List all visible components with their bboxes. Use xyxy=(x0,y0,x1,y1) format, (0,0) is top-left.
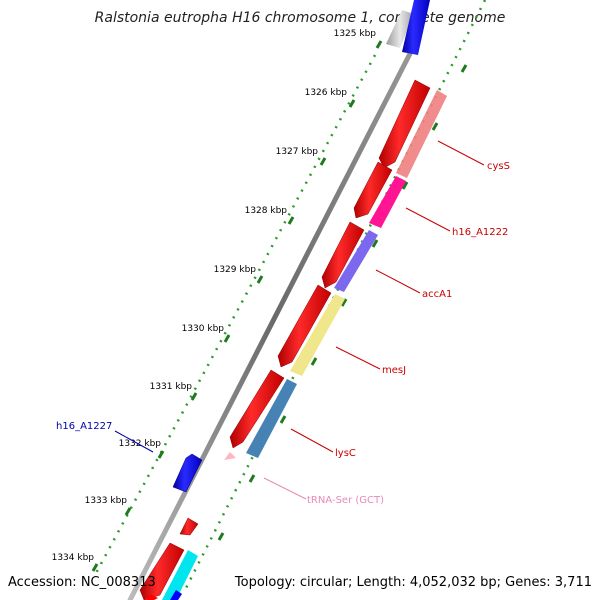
cds-forward xyxy=(353,161,393,219)
cds-reverse xyxy=(402,0,430,55)
tick-1332 xyxy=(157,450,165,459)
ruler-label: 1333 kbp xyxy=(85,496,128,506)
label-tRNA: tRNA-Ser (GCT) xyxy=(307,495,384,506)
cds-forward xyxy=(229,369,285,449)
callout-h16-A1222 xyxy=(405,207,451,232)
label-cysS: cysS xyxy=(487,161,510,172)
tick-1331 xyxy=(190,392,198,401)
label-lysC: lysC xyxy=(335,448,356,459)
ruler-labels: 1325 kbp 1326 kbp 1327 kbp 1328 kbp 1329… xyxy=(52,29,377,563)
cds-forward xyxy=(378,79,431,169)
ruler-label: 1332 kbp xyxy=(119,439,162,449)
feature-lysC xyxy=(246,379,297,458)
feature-mesJ xyxy=(290,294,345,376)
ruler-label: 1326 kbp xyxy=(305,88,348,98)
callout-lysC xyxy=(290,428,334,453)
ruler-label: 1331 kbp xyxy=(150,382,193,392)
tick-1326 xyxy=(348,99,356,108)
tick-1325 xyxy=(375,40,383,49)
callout-tRNA xyxy=(263,477,307,500)
cds-forward xyxy=(321,221,365,289)
tick-1328 xyxy=(287,216,295,225)
feature-tRNA xyxy=(224,452,236,460)
tick-1330 xyxy=(223,334,231,343)
tick-1329 xyxy=(256,275,264,284)
ruler-label: 1329 kbp xyxy=(214,265,257,275)
accession-text: Accession: NC_008313 xyxy=(8,575,156,590)
ruler-ticks xyxy=(91,40,383,572)
callout-cysS xyxy=(437,140,485,166)
feature-labels: cysS h16_A1222 accA1 mesJ lysC tRNA-Ser … xyxy=(56,161,510,506)
outer-ticks xyxy=(217,64,468,541)
ruler-label: 1330 kbp xyxy=(182,324,225,334)
callout-h16-A1227 xyxy=(114,430,154,453)
tick-1327 xyxy=(319,157,327,166)
label-mesJ: mesJ xyxy=(382,365,406,376)
label-h16-A1227: h16_A1227 xyxy=(56,421,112,432)
callouts xyxy=(114,140,485,500)
label-accA1: accA1 xyxy=(422,289,452,300)
tick-1334 xyxy=(91,563,99,572)
callout-mesJ xyxy=(335,346,381,370)
tick-1333 xyxy=(124,507,132,516)
cds-top-gray xyxy=(386,10,414,48)
topology-text: Topology: circular; Length: 4,052,032 bp… xyxy=(234,575,592,590)
feature-accA1 xyxy=(334,230,378,292)
ruler-label: 1328 kbp xyxy=(245,206,288,216)
feature-h16-A1222 xyxy=(369,176,406,228)
feature-red-bottom xyxy=(146,594,158,600)
cds-forward xyxy=(277,284,332,368)
feature-blocks xyxy=(146,90,447,600)
forward-strand-cds xyxy=(139,79,431,600)
label-h16-A1222: h16_A1222 xyxy=(452,227,508,238)
cds-forward xyxy=(179,517,199,536)
feature-blue-bottom xyxy=(170,590,182,600)
ruler-label: 1325 kbp xyxy=(334,29,377,39)
ruler-label: 1327 kbp xyxy=(276,147,319,157)
feature-cyan xyxy=(162,550,198,600)
cds-h16-A1227 xyxy=(172,453,203,493)
genome-backbone xyxy=(127,35,421,600)
feature-cysS xyxy=(396,90,447,178)
ruler-label: 1334 kbp xyxy=(52,553,95,563)
callout-accA1 xyxy=(375,269,421,294)
